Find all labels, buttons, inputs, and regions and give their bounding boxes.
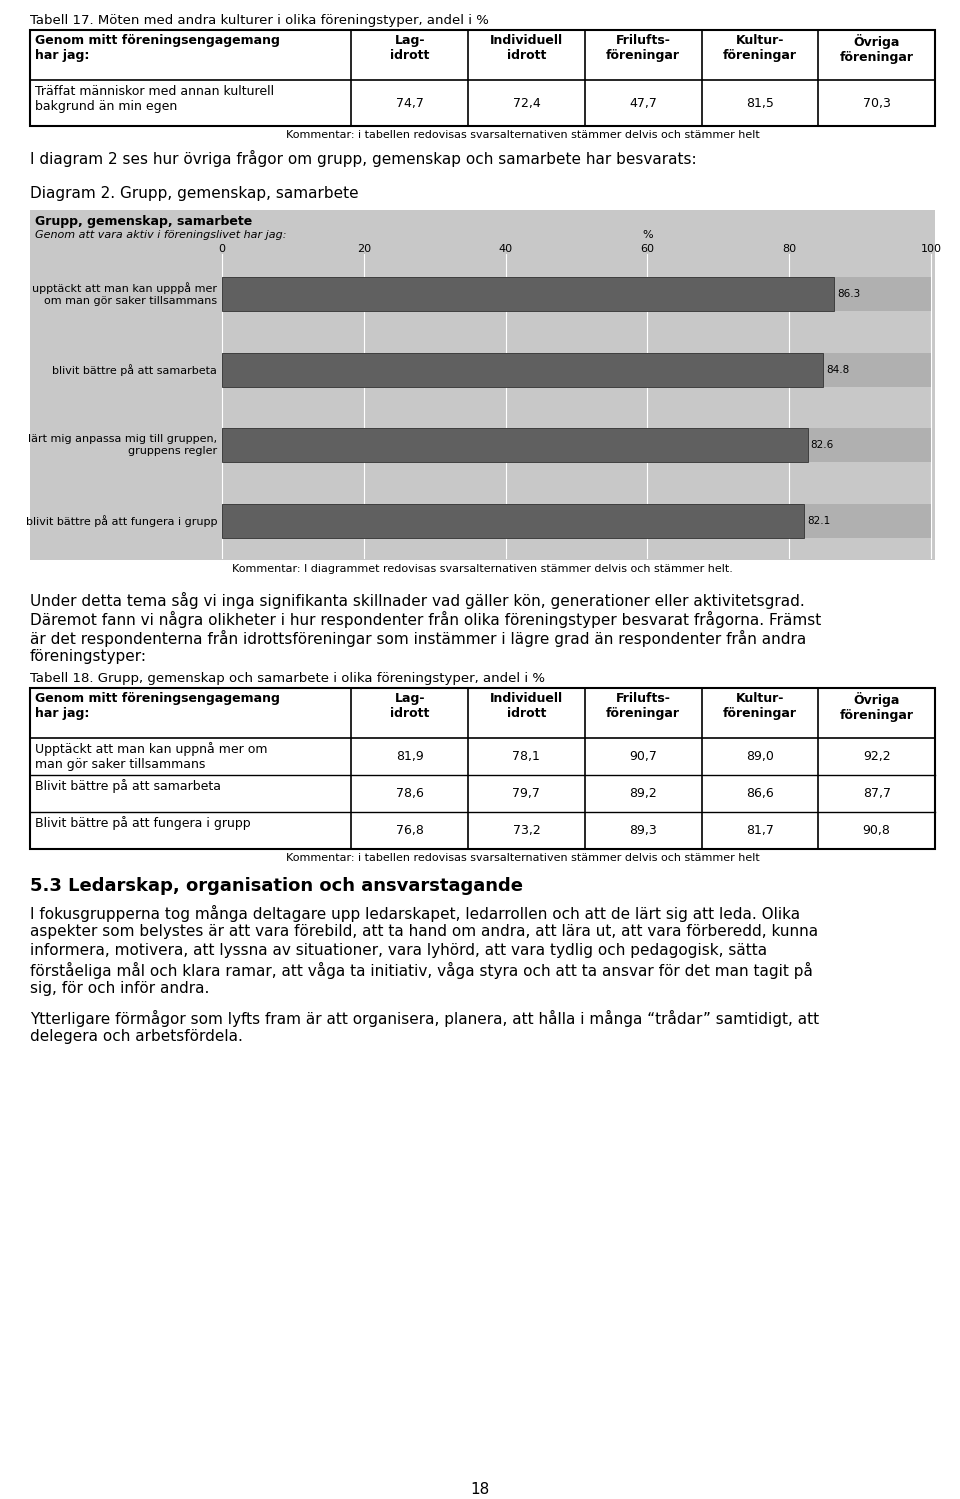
Text: Lag-
idrott: Lag- idrott [390, 34, 429, 61]
Text: Tabell 18. Grupp, gemenskap och samarbete i olika föreningstyper, andel i %: Tabell 18. Grupp, gemenskap och samarbet… [30, 672, 545, 685]
Text: 78,6: 78,6 [396, 787, 423, 800]
Bar [222, 504, 931, 538]
Text: 90,8: 90,8 [863, 824, 891, 836]
Text: 47,7: 47,7 [629, 96, 657, 109]
Text: Genom att vara aktiv i föreningslivet har jag:: Genom att vara aktiv i föreningslivet ha… [35, 229, 286, 240]
Text: 90,7: 90,7 [629, 750, 657, 763]
Text: 79,7: 79,7 [513, 787, 540, 800]
Text: Övriga
föreningar: Övriga föreningar [840, 693, 914, 723]
Bar [30, 210, 935, 561]
Text: 18: 18 [470, 1483, 490, 1498]
Text: Blivit bättre på att fungera i grupp: Blivit bättre på att fungera i grupp [35, 815, 251, 830]
Text: Grupp, gemenskap, samarbete: Grupp, gemenskap, samarbete [35, 214, 252, 228]
Text: 87,7: 87,7 [863, 787, 891, 800]
Text: blivit bättre på att fungera i grupp: blivit bättre på att fungera i grupp [26, 514, 217, 526]
Text: aspekter som belystes är att vara förebild, att ta hand om andra, att lära ut, a: aspekter som belystes är att vara förebi… [30, 923, 818, 938]
Text: 84.8: 84.8 [827, 364, 850, 375]
Bar [222, 352, 931, 387]
Text: 20: 20 [357, 244, 371, 253]
Text: 100: 100 [921, 244, 942, 253]
Bar [222, 429, 931, 462]
Text: 89,3: 89,3 [629, 824, 657, 836]
Text: 72,4: 72,4 [513, 96, 540, 109]
Text: 70,3: 70,3 [863, 96, 891, 109]
Text: I fokusgrupperna tog många deltagare upp ledarskapet, ledarrollen och att de lär: I fokusgrupperna tog många deltagare upp… [30, 905, 800, 922]
Text: 89,0: 89,0 [746, 750, 774, 763]
Text: lärt mig anpassa mig till gruppen,
gruppens regler: lärt mig anpassa mig till gruppen, grupp… [28, 435, 217, 456]
Text: 74,7: 74,7 [396, 96, 423, 109]
Text: %: % [642, 229, 653, 240]
Text: Övriga
föreningar: Övriga föreningar [840, 34, 914, 64]
Text: 40: 40 [498, 244, 513, 253]
Bar [222, 504, 804, 538]
Text: 82.1: 82.1 [807, 516, 830, 526]
Text: Frilufts-
föreningar: Frilufts- föreningar [606, 693, 680, 720]
Text: Kultur-
föreningar: Kultur- föreningar [723, 34, 797, 61]
Text: 81,5: 81,5 [746, 96, 774, 109]
Text: 76,8: 76,8 [396, 824, 423, 836]
Text: blivit bättre på att samarbeta: blivit bättre på att samarbeta [52, 364, 217, 376]
Text: 81,9: 81,9 [396, 750, 423, 763]
Text: Lag-
idrott: Lag- idrott [390, 693, 429, 720]
Text: 82.6: 82.6 [810, 441, 834, 450]
Text: 86,6: 86,6 [746, 787, 774, 800]
Text: 60: 60 [640, 244, 655, 253]
Text: förståeliga mål och klara ramar, att våga ta initiativ, våga styra och att ta an: förståeliga mål och klara ramar, att våg… [30, 962, 813, 979]
Text: Träffat människor med annan kulturell
bakgrund än min egen: Träffat människor med annan kulturell ba… [35, 85, 275, 112]
Text: sig, för och inför andra.: sig, för och inför andra. [30, 980, 209, 995]
Text: Frilufts-
föreningar: Frilufts- föreningar [606, 34, 680, 61]
Text: Upptäckt att man kan uppnå mer om
man gör saker tillsammans: Upptäckt att man kan uppnå mer om man gö… [35, 742, 268, 770]
Text: 78,1: 78,1 [513, 750, 540, 763]
Text: Däremot fann vi några olikheter i hur respondenter från olika föreningstyper bes: Däremot fann vi några olikheter i hur re… [30, 612, 821, 628]
Bar [222, 352, 824, 387]
Text: 81,7: 81,7 [746, 824, 774, 836]
Text: Ytterligare förmågor som lyfts fram är att organisera, planera, att hålla i mång: Ytterligare förmågor som lyfts fram är a… [30, 1010, 819, 1027]
Bar [222, 277, 834, 312]
Text: Kommentar: I diagrammet redovisas svarsalternativen stämmer delvis och stämmer h: Kommentar: I diagrammet redovisas svarsa… [232, 564, 732, 574]
Bar [222, 277, 931, 312]
Text: 73,2: 73,2 [513, 824, 540, 836]
Text: Kultur-
föreningar: Kultur- föreningar [723, 693, 797, 720]
Text: Diagram 2. Grupp, gemenskap, samarbete: Diagram 2. Grupp, gemenskap, samarbete [30, 186, 359, 201]
Text: delegera och arbetsfördela.: delegera och arbetsfördela. [30, 1028, 243, 1043]
Bar [222, 429, 807, 462]
Text: Genom mitt föreningsengagemang
har jag:: Genom mitt föreningsengagemang har jag: [35, 34, 280, 61]
Text: Kommentar: i tabellen redovisas svarsalternativen stämmer delvis och stämmer hel: Kommentar: i tabellen redovisas svarsalt… [286, 130, 759, 139]
Text: 92,2: 92,2 [863, 750, 891, 763]
Text: Blivit bättre på att samarbeta: Blivit bättre på att samarbeta [35, 779, 221, 793]
Text: Under detta tema såg vi inga signifikanta skillnader vad gäller kön, generatione: Under detta tema såg vi inga signifikant… [30, 592, 804, 609]
Text: 86.3: 86.3 [837, 289, 860, 300]
Text: 89,2: 89,2 [629, 787, 657, 800]
Text: Tabell 17. Möten med andra kulturer i olika föreningstyper, andel i %: Tabell 17. Möten med andra kulturer i ol… [30, 13, 489, 27]
Text: 0: 0 [219, 244, 226, 253]
Bar [30, 30, 935, 126]
Text: är det respondenterna från idrottsföreningar som instämmer i lägre grad än respo: är det respondenterna från idrottsföreni… [30, 630, 806, 648]
Text: Kommentar: i tabellen redovisas svarsalternativen stämmer delvis och stämmer hel: Kommentar: i tabellen redovisas svarsalt… [286, 853, 759, 863]
Bar [30, 688, 935, 848]
Text: Genom mitt föreningsengagemang
har jag:: Genom mitt föreningsengagemang har jag: [35, 693, 280, 720]
Text: 80: 80 [782, 244, 796, 253]
Text: informera, motivera, att lyssna av situationer, vara lyhörd, att vara tydlig och: informera, motivera, att lyssna av situa… [30, 943, 767, 958]
Text: föreningstyper:: föreningstyper: [30, 649, 147, 664]
Text: 5.3 Ledarskap, organisation och ansvarstagande: 5.3 Ledarskap, organisation och ansvarst… [30, 877, 523, 895]
Text: I diagram 2 ses hur övriga frågor om grupp, gemenskap och samarbete har besvarat: I diagram 2 ses hur övriga frågor om gru… [30, 150, 697, 166]
Text: Individuell
idrott: Individuell idrott [490, 693, 563, 720]
Text: upptäckt att man kan upppå mer
om man gör saker tillsammans: upptäckt att man kan upppå mer om man gö… [32, 282, 217, 306]
Text: Individuell
idrott: Individuell idrott [490, 34, 563, 61]
